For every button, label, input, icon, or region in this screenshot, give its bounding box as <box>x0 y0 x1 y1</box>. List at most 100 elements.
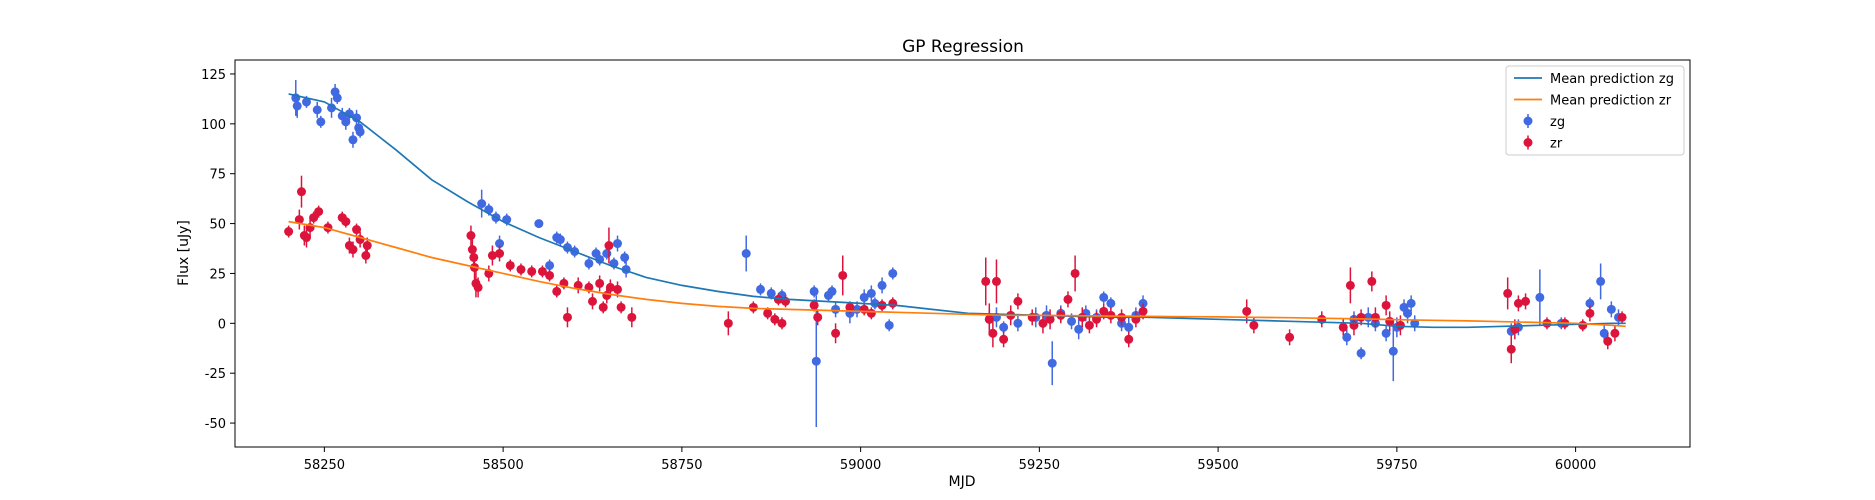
data-point-zr <box>537 266 547 276</box>
data-point-zr <box>1099 306 1109 316</box>
x-tick-label: 59500 <box>1197 458 1238 473</box>
data-point-zg <box>741 249 751 258</box>
legend-label: Mean prediction zr <box>1550 94 1672 109</box>
data-point-zg <box>1013 318 1023 328</box>
data-point-zr <box>748 302 758 312</box>
data-point-zr <box>598 302 608 312</box>
data-point-zg <box>312 105 322 115</box>
legend-box <box>1505 65 1685 156</box>
data-point-zg <box>756 284 766 294</box>
data-point-zg <box>831 304 841 314</box>
data-point-zg <box>1388 346 1398 356</box>
data-point-zr <box>1381 300 1391 310</box>
data-point-zr <box>1345 280 1355 290</box>
data-point-zg <box>1067 316 1077 326</box>
x-tick-label: 58500 <box>482 458 523 473</box>
data-point-zr <box>1013 296 1023 306</box>
data-point-zg <box>477 199 487 209</box>
x-tick-label: 58250 <box>304 458 345 473</box>
data-point-zr <box>1385 316 1395 326</box>
data-point-zr <box>999 334 1009 344</box>
data-point-zg <box>827 286 837 296</box>
data-point-zr <box>831 328 841 338</box>
x-tick-label: 59250 <box>1019 458 1060 473</box>
x-tick-label: 59000 <box>840 458 881 473</box>
data-point-zr <box>309 213 319 223</box>
data-point-zr <box>1070 268 1080 278</box>
data-point-zg <box>327 103 337 113</box>
data-point-zg <box>766 288 776 298</box>
series-line-mean-prediction-zg <box>288 93 1626 329</box>
y-tick-label: 0 <box>218 317 226 332</box>
data-point-zg <box>341 117 351 127</box>
data-point-zg <box>620 252 630 262</box>
data-point-zr <box>361 250 371 260</box>
data-point-zr <box>604 241 614 251</box>
data-point-zg <box>584 258 594 268</box>
data-point-zg <box>1047 358 1057 368</box>
data-point-zr <box>1521 296 1531 306</box>
data-point-zr <box>1367 276 1377 286</box>
data-point-zg <box>884 320 894 330</box>
data-point-zr <box>1510 324 1520 334</box>
data-point-zr <box>809 300 819 310</box>
data-point-zr <box>763 308 773 318</box>
legend-label: zg <box>1550 115 1565 130</box>
data-point-zg <box>1106 298 1116 308</box>
data-point-zg <box>1410 318 1420 328</box>
x-axis-label: MJD <box>949 474 976 490</box>
data-point-zg <box>355 127 365 137</box>
data-point-zg <box>888 268 898 278</box>
series-line-mean-prediction-zr <box>288 220 1626 328</box>
data-point-zg <box>1381 328 1391 338</box>
data-point-zr <box>770 314 780 324</box>
data-point-zr <box>777 318 787 328</box>
data-point-zg <box>495 239 505 249</box>
data-point-zr <box>1603 336 1613 346</box>
data-point-zr <box>1356 312 1366 322</box>
legend-marker-swatch <box>1523 138 1533 147</box>
data-point-zr <box>1249 320 1259 330</box>
x-tick-label: 59750 <box>1376 458 1417 473</box>
data-point-zr <box>362 241 372 251</box>
data-point-zr <box>773 294 783 304</box>
data-point-zg <box>534 219 544 229</box>
data-point-zr <box>1513 298 1523 308</box>
y-tick-label: -25 <box>205 367 226 382</box>
data-point-zr <box>1506 344 1516 354</box>
data-point-zr <box>1285 332 1295 342</box>
plot-area <box>284 79 1627 428</box>
data-point-zg <box>555 235 565 245</box>
data-point-zr <box>1124 334 1134 344</box>
data-point-zr <box>505 260 515 270</box>
data-point-zr <box>1242 306 1252 316</box>
data-point-zg <box>1342 332 1352 342</box>
data-point-zr <box>866 308 876 318</box>
data-point-zr <box>605 282 615 292</box>
y-tick-label: 25 <box>209 267 226 282</box>
data-point-zr <box>981 276 991 286</box>
data-point-zr <box>838 270 848 280</box>
data-point-zr <box>527 266 537 276</box>
data-point-zg <box>1606 304 1616 314</box>
data-point-zr <box>1338 322 1348 332</box>
x-tick-label: 60000 <box>1555 458 1596 473</box>
data-point-zr <box>991 276 1001 286</box>
data-point-zr <box>984 314 994 324</box>
data-point-zr <box>467 245 477 255</box>
data-point-zr <box>1610 328 1620 338</box>
data-point-zg <box>613 239 623 249</box>
data-point-zr <box>1578 320 1588 330</box>
data-point-zg <box>545 260 555 270</box>
data-point-zg <box>1124 322 1134 332</box>
chart-title: GP Regression <box>902 37 1024 57</box>
data-point-zg <box>344 109 354 119</box>
data-point-zg <box>999 322 1009 332</box>
data-point-zr <box>1063 294 1073 304</box>
data-point-zr <box>487 250 497 260</box>
data-point-zr <box>348 245 358 255</box>
data-point-zg <box>1596 276 1606 286</box>
data-point-zr <box>613 284 623 294</box>
data-point-zr <box>595 278 605 288</box>
